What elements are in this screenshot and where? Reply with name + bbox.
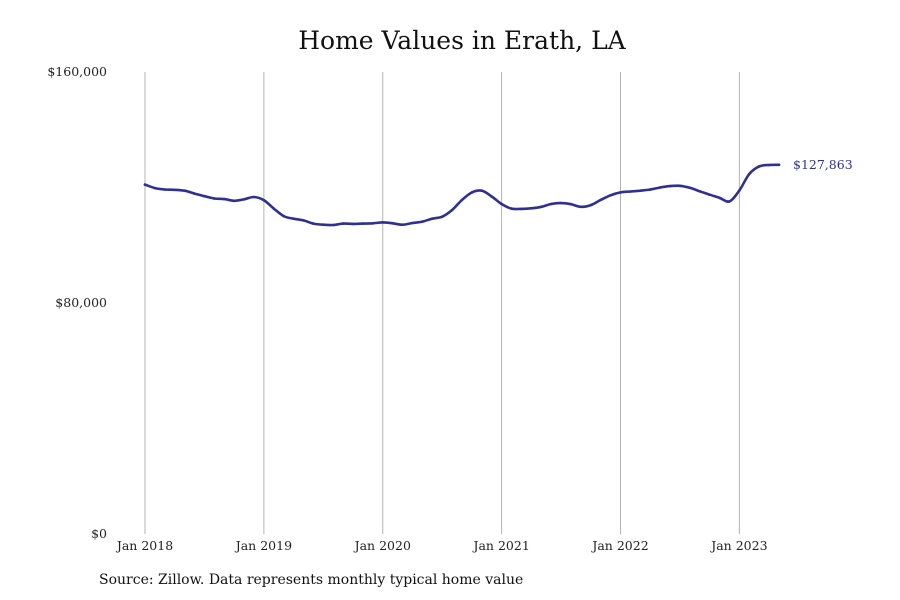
data-point-2018-03	[163, 188, 167, 191]
data-point-2019-12	[371, 222, 375, 225]
x-axis-tick-labels: Jan 2018 Jan 2019 Jan 2020 Jan 2021 Jan 2022…	[115, 538, 768, 553]
y-tick-label-0: $0	[91, 526, 107, 541]
data-point-2022-02	[629, 190, 632, 193]
x-tick-label-jan-2020: Jan 2020	[353, 538, 411, 553]
data-point-2019-05	[302, 219, 305, 222]
data-point-2020-09	[460, 198, 464, 202]
data-point-2020-05	[421, 220, 424, 223]
data-point-2019-06	[312, 222, 315, 225]
data-point-2022-01	[619, 191, 622, 194]
data-point-2022-08	[688, 186, 692, 190]
data-point-2022-11	[718, 196, 721, 200]
data-point-2019-07	[322, 223, 325, 226]
data-point-2020-03	[401, 223, 404, 226]
data-point-2020-06	[431, 217, 434, 220]
data-point-2021-06	[549, 202, 553, 206]
data-point-2023-03	[757, 165, 761, 168]
data-point-2018-08	[213, 197, 216, 200]
data-point-2022-12	[728, 200, 731, 203]
data-point-2021-01	[500, 202, 503, 206]
y-tick-label-80-000: $80,000	[55, 295, 107, 310]
data-point-2018-04	[173, 188, 176, 192]
data-point-2018-05	[183, 189, 186, 192]
home-value-line	[143, 163, 781, 227]
data-point-2019-11	[361, 222, 365, 225]
data-point-2021-04	[530, 207, 533, 210]
end-value-label: $127,863	[793, 157, 853, 172]
data-point-2022-09	[698, 190, 702, 193]
data-point-2018-11	[242, 198, 246, 201]
data-point-2023-05	[777, 163, 781, 167]
data-point-2020-07	[440, 215, 444, 218]
data-point-2019-09	[341, 222, 345, 225]
data-point-2021-05	[540, 205, 543, 209]
data-label-layer: $127,863	[793, 157, 853, 172]
vertical-grid	[144, 72, 740, 534]
data-point-2023-04	[767, 163, 771, 167]
data-point-2020-11	[480, 189, 484, 192]
x-tick-label-jan-2022: Jan 2022	[590, 538, 648, 553]
data-point-2020-10	[470, 191, 474, 194]
data-point-2023-01	[738, 189, 741, 192]
x-tick-label-jan-2019: Jan 2019	[234, 538, 292, 553]
source-note: Source: Zillow. Data represents monthly …	[99, 572, 524, 588]
data-point-2020-04	[411, 221, 414, 225]
data-point-2020-08	[450, 208, 454, 212]
data-point-2022-05	[658, 186, 662, 189]
data-point-2020-02	[391, 222, 395, 225]
data-point-2021-08	[569, 202, 573, 206]
x-tick-label-jan-2018: Jan 2018	[115, 538, 173, 553]
data-point-2019-04	[292, 217, 295, 220]
data-point-2019-08	[331, 223, 335, 227]
data-point-2021-11	[599, 198, 602, 202]
data-point-2018-12	[252, 195, 256, 199]
data-point-2020-01	[381, 221, 385, 224]
data-point-2021-07	[559, 201, 563, 205]
data-point-2022-07	[678, 184, 682, 188]
data-point-2021-12	[609, 194, 612, 197]
data-point-2018-07	[203, 194, 206, 198]
data-point-2022-03	[639, 189, 642, 192]
data-point-2022-06	[668, 184, 672, 188]
y-tick-label-160-000: $160,000	[47, 64, 107, 79]
x-tick-label-jan-2023: Jan 2023	[709, 538, 767, 553]
data-point-2019-10	[351, 222, 355, 226]
chart-title: Home Values in Erath, LA	[298, 26, 626, 55]
data-point-2019-02	[272, 207, 276, 210]
data-point-2021-09	[579, 205, 583, 209]
data-point-2018-01	[143, 183, 147, 186]
series-layer	[143, 163, 781, 227]
data-point-2020-12	[490, 195, 494, 198]
data-point-2021-02	[510, 207, 513, 210]
data-point-2022-10	[708, 193, 711, 196]
data-point-2022-04	[648, 188, 652, 191]
data-point-2018-09	[223, 197, 226, 201]
x-tick-label-jan-2021: Jan 2021	[471, 538, 529, 553]
data-point-2021-10	[589, 203, 593, 207]
data-point-2023-02	[748, 172, 751, 176]
data-point-2018-06	[193, 192, 196, 195]
y-axis-tick-labels: $0 $80,000 $160,000	[47, 64, 107, 541]
data-point-2019-03	[282, 214, 286, 218]
data-point-2018-02	[153, 186, 157, 190]
data-point-2018-10	[232, 199, 236, 203]
data-point-2019-01	[262, 198, 266, 202]
data-point-2021-03	[520, 207, 523, 211]
